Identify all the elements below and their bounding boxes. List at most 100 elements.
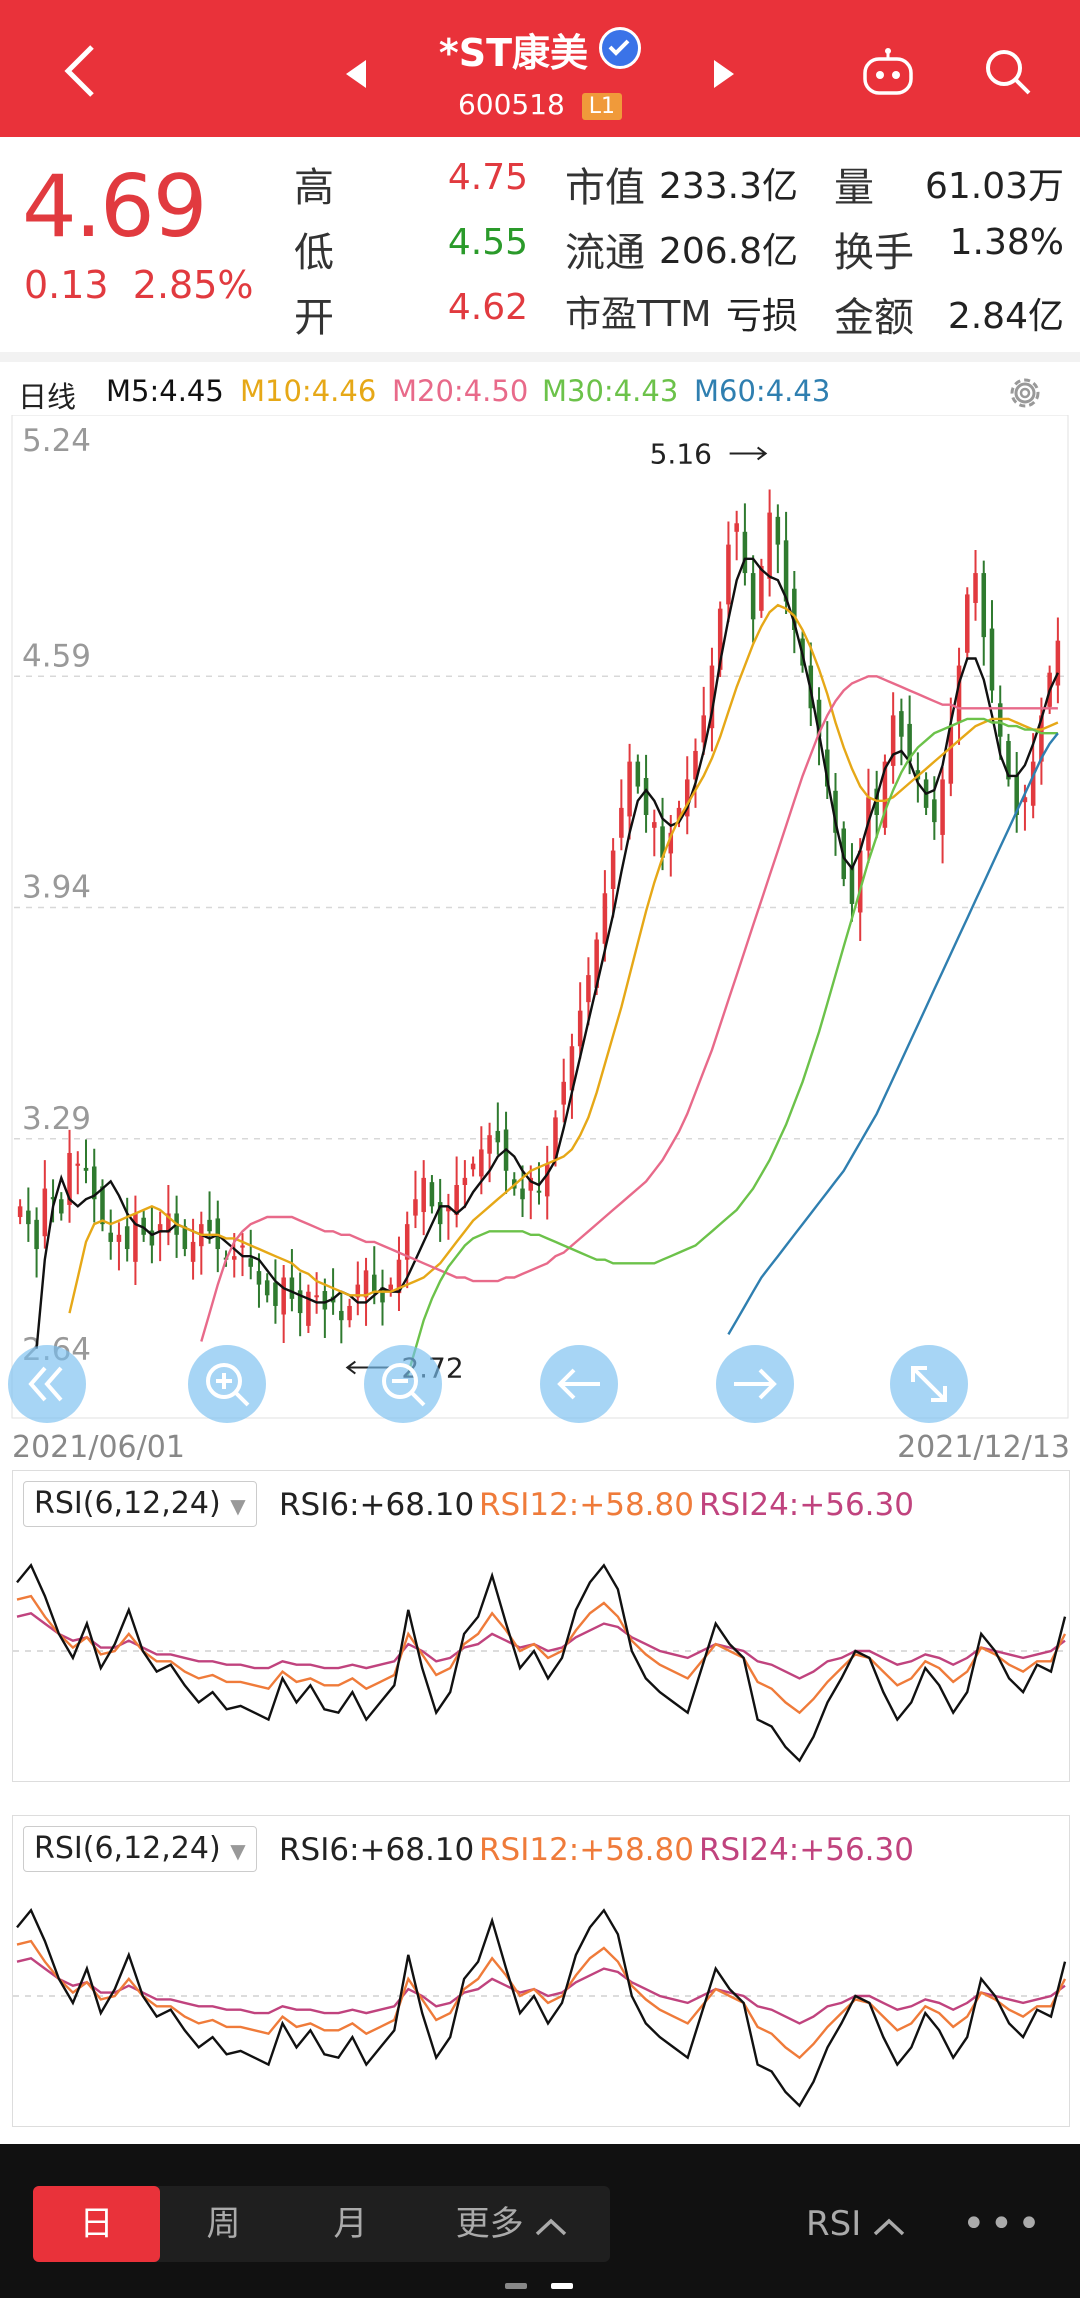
section-divider — [0, 352, 1080, 362]
candle-body — [83, 1167, 89, 1171]
amount-value: 2.84亿 — [947, 296, 1064, 337]
rsi-chart-1 — [13, 1563, 1069, 1763]
candle-body — [1022, 797, 1028, 803]
fullscreen-icon[interactable] — [890, 1345, 968, 1423]
quote-panel: 4.69 0.13 2.85% 高 4.75 低 4.55 开 4.62 市值 … — [0, 137, 1080, 352]
period-segment: 日 周 月 更多 — [33, 2186, 610, 2262]
candle-body — [594, 939, 599, 988]
tab-month[interactable]: 月 — [333, 2204, 368, 2244]
candle-body — [717, 608, 723, 670]
zoom-out-icon[interactable] — [364, 1345, 442, 1423]
zoom-in-icon[interactable] — [188, 1345, 266, 1423]
candle-body — [347, 1305, 352, 1321]
candle-body — [248, 1258, 253, 1267]
candle-body — [734, 523, 739, 532]
pe-label: 市盈TTM — [565, 294, 712, 335]
rsi24-value: RSI24:+56.30 — [699, 1487, 914, 1523]
back-arrow-icon[interactable] — [50, 36, 110, 106]
level-badge: L1 — [581, 92, 623, 120]
search-icon[interactable] — [978, 42, 1038, 102]
candle-body — [273, 1282, 278, 1306]
open-value: 4.62 — [447, 287, 528, 328]
stock-title: *ST康美 — [0, 22, 1080, 77]
float-label: 流通 — [565, 230, 645, 276]
candle-body — [182, 1226, 188, 1250]
ma-line-m10 — [68, 603, 1059, 1314]
verified-icon — [599, 26, 642, 69]
rsi-selector[interactable]: RSI(6,12,24) ▼ — [23, 1481, 257, 1527]
turnover-value: 1.38% — [949, 222, 1064, 263]
candle-body — [816, 699, 822, 737]
more-options-icon[interactable]: ••• — [962, 2201, 1045, 2247]
rsi-line-rsi6 — [16, 1908, 1067, 2108]
open-label: 开 — [294, 295, 334, 341]
candle-body — [660, 826, 665, 858]
tab-week[interactable]: 周 — [206, 2204, 241, 2244]
high-label: 高 — [294, 165, 334, 211]
chart-end-date: 2021/12/13 — [897, 1430, 1070, 1465]
candle-body — [767, 512, 772, 579]
candle-body — [948, 726, 954, 784]
top-header: *ST康美 600518 L1 — [0, 0, 1080, 137]
dropdown-caret-icon: ▼ — [230, 1494, 246, 1518]
candle-body — [34, 1219, 39, 1250]
candle-body — [907, 723, 912, 762]
scroll-right-icon[interactable] — [716, 1345, 794, 1423]
rsi-legend: RSI(6,12,24) ▼ RSI6:+68.10 RSI12:+58.80 … — [13, 1816, 1069, 1876]
tab-day[interactable]: 日 — [33, 2186, 160, 2262]
volume-value: 61.03万 — [924, 166, 1064, 207]
rsi12-value: RSI12:+58.80 — [479, 1487, 694, 1523]
rsi-panel-1[interactable]: RSI(6,12,24) ▼ RSI6:+68.10 RSI12:+58.80 … — [12, 1470, 1070, 1782]
robot-assistant-icon[interactable] — [858, 42, 918, 102]
candle-body — [306, 1291, 311, 1326]
min-annotation-arrowhead — [345, 1360, 356, 1375]
rsi-selector-label: RSI(6,12,24) — [34, 1831, 221, 1866]
next-stock-icon[interactable] — [704, 52, 744, 96]
candle-body — [857, 850, 863, 913]
candle-body — [792, 588, 797, 630]
prev-stock-icon[interactable] — [336, 52, 376, 96]
period-label[interactable]: 日线 — [18, 380, 77, 414]
indicator-label: RSI — [806, 2204, 862, 2244]
rsi-line-rsi12 — [16, 1939, 1067, 2060]
tab-more[interactable]: 更多 — [414, 2186, 610, 2262]
candle-body — [569, 1046, 575, 1091]
y-tick-label: 5.24 — [22, 423, 91, 459]
candle-body — [322, 1291, 328, 1310]
candle-body — [404, 1224, 410, 1260]
bottom-toolbar: 日 周 月 更多 RSI ••• — [0, 2144, 1080, 2298]
candle-body — [470, 1163, 476, 1170]
candlestick-chart[interactable]: 5.244.593.943.292.64 5.162.72 — [0, 415, 1080, 1420]
change-value: 0.13 — [24, 263, 109, 307]
candle-body — [157, 1224, 163, 1233]
candle-body — [536, 1190, 542, 1193]
settings-gear-icon[interactable] — [1004, 372, 1046, 421]
rewind-icon[interactable] — [8, 1345, 86, 1423]
candle-body — [380, 1287, 385, 1303]
indicator-toggle[interactable]: RSI — [806, 2186, 906, 2262]
dropdown-caret-icon: ▼ — [230, 1839, 246, 1863]
price-change: 0.13 2.85% — [24, 263, 254, 307]
rsi-panel-2[interactable]: RSI(6,12,24) ▼ RSI6:+68.10 RSI12:+58.80 … — [12, 1815, 1070, 2127]
candle-body — [668, 832, 674, 854]
candle-body — [281, 1277, 286, 1315]
y-tick-label: 3.29 — [22, 1101, 91, 1137]
stock-name: *ST康美 — [438, 31, 589, 75]
rsi-selector[interactable]: RSI(6,12,24) ▼ — [23, 1826, 257, 1872]
candle-body — [116, 1234, 122, 1242]
ma5-value: M5:4.45 — [106, 374, 224, 408]
mktcap-label: 市值 — [565, 165, 645, 211]
candle-body — [190, 1241, 196, 1262]
candle-body — [421, 1177, 426, 1213]
scroll-left-icon[interactable] — [540, 1345, 618, 1423]
pe-value: 亏损 — [725, 296, 798, 337]
ma-legend-bar: 日线 M5:4.45 M10:4.46 M20:4.50 M30:4.43 M6… — [0, 368, 1080, 418]
ma-line-m30 — [406, 717, 1058, 1378]
candle-body — [166, 1213, 171, 1233]
mktcap-value: 233.3亿 — [658, 166, 798, 207]
candle-body — [133, 1213, 138, 1262]
float-value: 206.8亿 — [658, 231, 798, 272]
candle-body — [849, 866, 855, 904]
ma-line-m60 — [727, 732, 1059, 1336]
ma60-value: M60:4.43 — [694, 374, 831, 408]
